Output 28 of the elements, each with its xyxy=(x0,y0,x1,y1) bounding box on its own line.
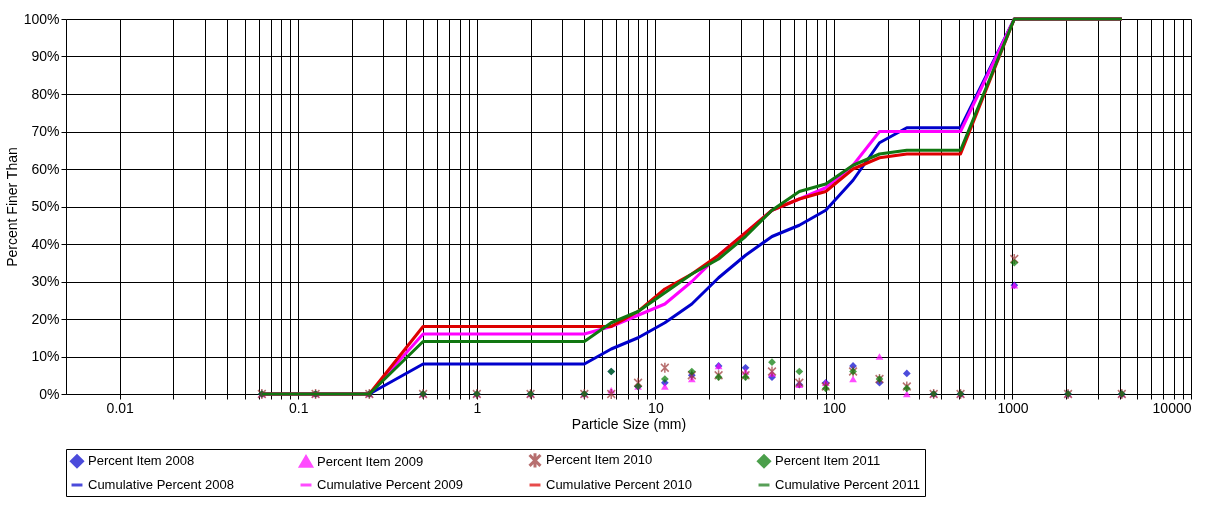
x-tick-label: 100 xyxy=(822,399,847,416)
x-tick-label: 1000 xyxy=(997,399,1029,416)
y-axis-title: Percent Finer Than xyxy=(3,147,20,267)
y-tick-label: 10% xyxy=(31,348,60,364)
legend-label: Percent Item 2010 xyxy=(546,452,653,468)
legend-label: Percent Item 2008 xyxy=(88,453,195,469)
y-tick-label: 20% xyxy=(31,310,60,327)
legend-label: Cumulative Percent 2011 xyxy=(775,477,921,492)
legend-label: Cumulative Percent 2010 xyxy=(546,477,692,492)
legend-label: Percent Item 2011 xyxy=(775,453,881,469)
x-tick-label: 0.1 xyxy=(289,399,309,416)
y-tick-label: 30% xyxy=(31,273,60,289)
y-tick-label: 0% xyxy=(39,385,60,402)
y-tick-label: 80% xyxy=(31,85,60,102)
x-tick-label: 10000 xyxy=(1152,399,1192,416)
y-tick-label: 70% xyxy=(31,123,60,139)
x-tick-label: 10 xyxy=(648,399,664,416)
x-tick-label: 1 xyxy=(473,399,482,416)
legend-label: Cumulative Percent 2008 xyxy=(88,477,234,492)
x-axis-title: Particle Size (mm) xyxy=(571,415,687,432)
legend-label: Cumulative Percent 2009 xyxy=(317,477,463,492)
y-tick-label: 50% xyxy=(31,198,60,214)
legend-label: Percent Item 2009 xyxy=(317,453,424,469)
y-tick-label: 100% xyxy=(23,10,60,27)
y-tick-label: 60% xyxy=(31,160,60,177)
x-tick-label: 0.01 xyxy=(106,399,135,416)
y-tick-label: 40% xyxy=(31,235,60,252)
y-tick-label: 90% xyxy=(31,48,60,64)
